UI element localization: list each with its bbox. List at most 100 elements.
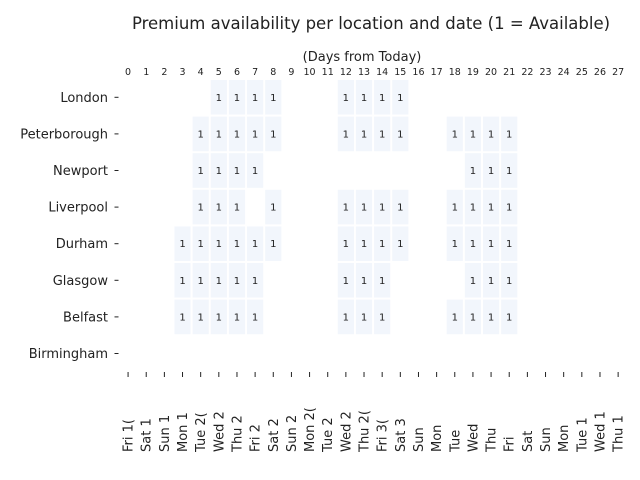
bottom-tick-label: Fri bbox=[503, 437, 518, 453]
top-tick-label: 14 bbox=[376, 67, 388, 78]
cell-value-label: 1 bbox=[252, 312, 258, 323]
heatmap-cell bbox=[374, 116, 391, 152]
heatmap-cell bbox=[446, 299, 463, 335]
cell-value-label: 1 bbox=[197, 203, 203, 214]
cell-value-label: 1 bbox=[379, 312, 385, 323]
heatmap-cell bbox=[265, 189, 282, 225]
heatmap-cell bbox=[483, 153, 500, 188]
bottom-tick-label: Mon bbox=[557, 425, 572, 452]
row-label: Birmingham bbox=[29, 347, 108, 362]
heatmap-cell bbox=[483, 116, 500, 152]
cell-value-label: 1 bbox=[470, 203, 476, 214]
row-label: Durham bbox=[56, 237, 108, 252]
heatmap-cell bbox=[355, 299, 373, 335]
cell-value-label: 1 bbox=[216, 312, 222, 323]
cell-value-label: 1 bbox=[343, 239, 349, 250]
heatmap-cell bbox=[228, 80, 246, 115]
bottom-tick-label: Sat 1 bbox=[140, 418, 155, 452]
top-tick-label: 10 bbox=[304, 67, 316, 78]
cell-value-label: 1 bbox=[488, 166, 494, 177]
cell-value-label: 1 bbox=[234, 166, 240, 177]
cell-value-label: 1 bbox=[197, 166, 203, 177]
top-tick-label: 20 bbox=[485, 67, 497, 78]
bottom-tick-label: Tue 2 bbox=[321, 417, 336, 453]
heatmap-cell bbox=[247, 226, 264, 261]
heatmap-cell bbox=[483, 299, 500, 335]
cell-value-label: 1 bbox=[488, 239, 494, 250]
cell-value-label: 1 bbox=[343, 129, 349, 140]
heatmap-cell bbox=[265, 116, 282, 152]
cell-value-label: 1 bbox=[379, 239, 385, 250]
bottom-tick-label: Sun bbox=[412, 427, 427, 452]
top-tick-labels: 0 1 2 3 4 5 6 7 8 9 10 11 12 13 14 15 16 17 18 19 20 21 22 23 24… bbox=[125, 67, 624, 78]
bottom-tick-label: Tue bbox=[448, 430, 463, 453]
cell-value-label: 1 bbox=[488, 276, 494, 287]
heatmap-cell bbox=[247, 263, 264, 298]
bottom-tick-label: Sat 3 bbox=[394, 418, 409, 452]
cell-value-label: 1 bbox=[488, 129, 494, 140]
bottom-tick-label: Mon 1 bbox=[176, 412, 191, 452]
cell-value-label: 1 bbox=[379, 93, 385, 104]
cell-value-label: 1 bbox=[197, 129, 203, 140]
top-tick-label: 24 bbox=[558, 67, 570, 78]
heatmap-cell bbox=[247, 153, 264, 188]
heatmap-cell bbox=[192, 153, 209, 188]
heatmap-cell bbox=[464, 263, 481, 298]
heatmap-cell bbox=[337, 263, 354, 298]
cell-value-label: 1 bbox=[216, 166, 222, 177]
heatmap-cell bbox=[355, 189, 373, 225]
cell-value-label: 1 bbox=[234, 129, 240, 140]
cell-value-label: 1 bbox=[343, 276, 349, 287]
top-tick-label: 3 bbox=[179, 67, 185, 78]
heatmap-cell bbox=[374, 226, 391, 261]
top-tick-label: 17 bbox=[431, 67, 443, 78]
bottom-tick-label: Fri 2 bbox=[249, 424, 264, 452]
cell-value-label: 1 bbox=[397, 93, 403, 104]
cell-value-label: 1 bbox=[470, 312, 476, 323]
cell-value-label: 1 bbox=[506, 166, 512, 177]
cell-value-label: 1 bbox=[252, 93, 258, 104]
cell-value-label: 1 bbox=[361, 239, 367, 250]
cell-value-label: 1 bbox=[216, 93, 222, 104]
top-tick-label: 5 bbox=[216, 67, 222, 78]
heatmap-cell bbox=[483, 263, 500, 298]
cell-value-label: 1 bbox=[470, 129, 476, 140]
cell-value-label: 1 bbox=[506, 239, 512, 250]
heatmap-cell bbox=[210, 153, 227, 188]
cell-value-label: 1 bbox=[452, 203, 458, 214]
heatmap-cell bbox=[228, 226, 246, 261]
top-tick-label: 22 bbox=[521, 67, 533, 78]
row-label: Newport bbox=[53, 164, 108, 179]
heatmap-cell bbox=[337, 80, 354, 115]
cell-value-label: 1 bbox=[470, 166, 476, 177]
top-tick-label: 25 bbox=[576, 67, 588, 78]
top-tick-label: 11 bbox=[322, 67, 334, 78]
heatmap-cell bbox=[392, 80, 409, 115]
heatmap-cell bbox=[446, 116, 463, 152]
cell-value-label: 1 bbox=[361, 93, 367, 104]
bottom-tick-label: Wed 2 bbox=[212, 411, 227, 452]
heatmap-cell bbox=[501, 153, 518, 188]
top-tick-label: 9 bbox=[288, 67, 294, 78]
heatmap-cell bbox=[464, 226, 481, 261]
heatmap-cell bbox=[210, 226, 227, 261]
top-tick-label: 19 bbox=[467, 67, 479, 78]
bottom-tick-labels: Fri 1(Sat 1 Sun 1 Mon 1 Tue 2(Wed 2 Thu 2 Fri… bbox=[122, 372, 627, 453]
cell-value-label: 1 bbox=[197, 276, 203, 287]
heatmap-cell bbox=[501, 116, 518, 152]
bottom-tick-label: Wed bbox=[466, 424, 481, 452]
top-tick-label: 8 bbox=[270, 67, 276, 78]
heatmap-cell bbox=[192, 189, 209, 225]
top-tick-label: 12 bbox=[340, 67, 352, 78]
heatmap-cell bbox=[210, 116, 227, 152]
cell-value-label: 1 bbox=[452, 239, 458, 250]
cell-value-label: 1 bbox=[270, 93, 276, 104]
cell-value-label: 1 bbox=[252, 129, 258, 140]
bottom-tick-label: Sat bbox=[521, 431, 536, 452]
heatmap-cell bbox=[174, 263, 191, 298]
cell-value-label: 1 bbox=[270, 129, 276, 140]
cell-value-label: 1 bbox=[234, 203, 240, 214]
top-axis-label: (Days from Today) bbox=[303, 50, 422, 65]
cell-value-label: 1 bbox=[379, 129, 385, 140]
heatmap-cell bbox=[392, 226, 409, 261]
